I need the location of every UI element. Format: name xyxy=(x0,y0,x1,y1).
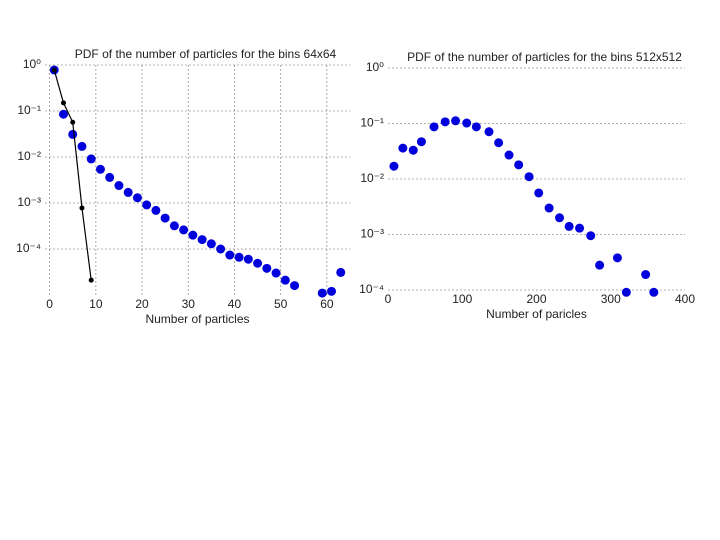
data-point xyxy=(555,213,565,223)
data-point xyxy=(271,268,281,278)
data-point xyxy=(225,250,235,260)
data-point xyxy=(234,252,244,262)
x-tick-label: 50 xyxy=(274,297,288,311)
y-tick-label: 10⁻² xyxy=(17,149,41,163)
data-point xyxy=(142,200,152,210)
x-tick-label: 60 xyxy=(320,297,334,311)
data-point xyxy=(327,286,337,296)
y-tick-label: 10⁻¹ xyxy=(17,103,41,117)
data-point xyxy=(169,221,179,231)
data-point xyxy=(70,119,76,125)
data-point xyxy=(534,188,544,198)
data-point xyxy=(77,141,87,151)
data-point xyxy=(188,230,198,240)
y-tick-label: 10⁰ xyxy=(366,60,384,74)
data-point xyxy=(416,137,426,147)
x-tick-label: 0 xyxy=(385,292,392,306)
y-tick-label: 10⁻⁴ xyxy=(16,241,41,255)
data-point xyxy=(514,160,524,170)
data-point xyxy=(105,172,115,182)
data-point xyxy=(280,275,290,285)
data-point xyxy=(60,100,66,106)
data-point xyxy=(595,260,605,270)
data-point xyxy=(290,281,300,291)
data-point xyxy=(429,122,439,132)
x-tick-label: 20 xyxy=(135,297,149,311)
x-axis-label: Number of paricles xyxy=(486,307,587,321)
data-point xyxy=(151,205,161,215)
data-point xyxy=(216,244,226,254)
x-axis-label: Number of particles xyxy=(145,312,249,326)
data-point xyxy=(462,118,472,128)
y-tick-label: 10⁰ xyxy=(23,57,41,71)
data-point xyxy=(484,127,494,137)
data-point xyxy=(641,270,651,280)
data-point xyxy=(451,116,461,126)
data-point xyxy=(621,287,631,297)
x-tick-label: 200 xyxy=(526,292,546,306)
data-point xyxy=(262,263,272,273)
data-point xyxy=(179,225,189,235)
data-point xyxy=(317,288,327,298)
data-point xyxy=(160,213,170,223)
data-point xyxy=(197,235,207,245)
x-tick-label: 300 xyxy=(601,292,621,306)
data-point xyxy=(253,258,263,268)
data-point xyxy=(243,254,253,264)
x-tick-label: 10 xyxy=(89,297,103,311)
data-point xyxy=(524,172,534,182)
data-point xyxy=(51,67,57,73)
data-point xyxy=(612,253,622,263)
chart-title: PDF of the number of particles for the b… xyxy=(407,50,682,64)
x-tick-label: 100 xyxy=(452,292,472,306)
data-point xyxy=(58,109,68,119)
x-tick-label: 400 xyxy=(675,292,695,306)
y-tick-label: 10⁻³ xyxy=(17,195,41,209)
data-point xyxy=(544,203,554,213)
data-point xyxy=(206,239,216,249)
data-point xyxy=(575,223,585,233)
x-tick-label: 40 xyxy=(228,297,242,311)
data-point xyxy=(504,150,514,160)
data-point xyxy=(123,187,133,197)
chart-title: PDF of the number of particles for the b… xyxy=(75,47,337,61)
y-tick-label: 10⁻² xyxy=(360,171,384,185)
x-tick-label: 30 xyxy=(182,297,196,311)
y-tick-label: 10⁻³ xyxy=(360,227,384,241)
y-tick-label: 10⁻⁴ xyxy=(359,282,384,296)
data-point xyxy=(398,143,408,153)
x-tick-label: 0 xyxy=(46,297,53,311)
data-point xyxy=(132,193,142,203)
data-point xyxy=(79,205,85,211)
data-point xyxy=(494,138,504,148)
data-point xyxy=(389,161,399,171)
data-point xyxy=(95,164,105,174)
data-point xyxy=(471,122,481,132)
data-point xyxy=(86,154,96,164)
data-point xyxy=(440,117,450,127)
data-point xyxy=(586,231,596,241)
data-point xyxy=(336,267,346,277)
y-tick-label: 10⁻¹ xyxy=(360,116,384,130)
data-point xyxy=(68,129,78,139)
data-point xyxy=(114,181,124,191)
data-point xyxy=(564,221,574,231)
data-point xyxy=(649,287,659,297)
data-point xyxy=(408,145,418,155)
data-point xyxy=(88,277,94,283)
